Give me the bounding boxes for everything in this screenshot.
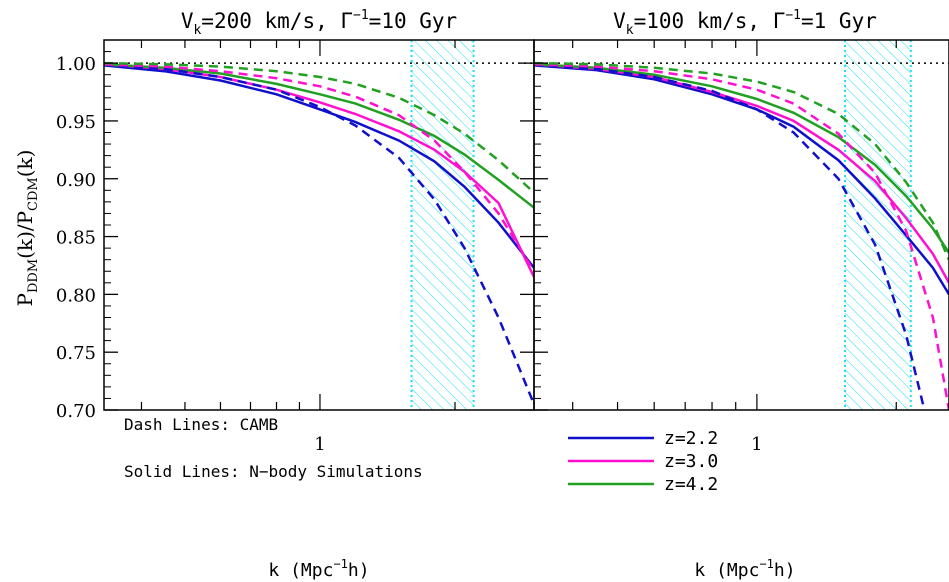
right-panel: 1	[533, 39, 949, 455]
series-dash-z22	[104, 63, 534, 405]
y-tick-label: 0.85	[56, 228, 96, 249]
right-x-axis-label: k (Mpc−1h)	[694, 557, 795, 581]
left-panel-title: Vk=200 km/s, Γ−1=10 Gyr	[181, 8, 457, 38]
y-tick-label: 1.00	[56, 54, 96, 75]
left-x-axis-label: k (Mpc−1h)	[268, 557, 369, 581]
shaded-band	[411, 40, 474, 410]
series-solid-z22	[534, 64, 949, 296]
legend-label-z30: z=3.0	[664, 451, 718, 472]
series-dash-z42	[534, 61, 949, 261]
series-solid-z42	[104, 63, 534, 209]
series-solid-z22	[104, 64, 534, 269]
y-tick-label: 0.90	[56, 170, 96, 191]
series-dash-z22	[534, 63, 926, 410]
shaded-band	[845, 40, 911, 410]
y-tick-label: 0.95	[56, 112, 96, 133]
left-panel: 1.00 0.95 0.90 0.85 0.80 0.75 0.70 1	[56, 39, 535, 455]
series-group	[534, 61, 949, 410]
series-dash-z42	[104, 61, 534, 194]
legend-label-z42: z=4.2	[664, 474, 718, 495]
right-panel-title: Vk=100 km/s, Γ−1=1 Gyr	[613, 8, 877, 38]
legend-label-z22: z=2.2	[664, 428, 718, 449]
y-tick-label: 0.80	[56, 285, 96, 306]
y-axis-label: PDDM(k)/PCDM(k)	[13, 150, 41, 307]
y-tick-label: 0.75	[56, 343, 96, 364]
x-tick-label: 1	[314, 434, 325, 455]
annotation-solid-lines: Solid Lines: N−body Simulations	[124, 462, 423, 481]
series-solid-z30	[534, 63, 949, 284]
x-tick-label: 1	[751, 434, 762, 455]
series-dash-z30	[104, 63, 534, 272]
series-solid-z42	[534, 63, 949, 254]
y-tick-label: 0.70	[56, 401, 96, 422]
annotation-dash-lines: Dash Lines: CAMB	[124, 415, 278, 434]
series-group	[104, 61, 534, 405]
series-dash-z30	[534, 63, 949, 410]
legend: z=2.2 z=3.0 z=4.2	[568, 428, 718, 495]
